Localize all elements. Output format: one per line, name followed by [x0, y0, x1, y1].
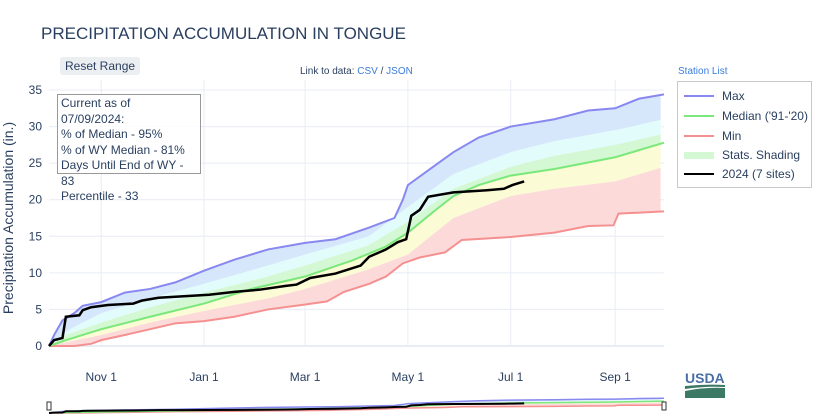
legend-swatch [684, 95, 714, 97]
legend-item-2024[interactable]: 2024 (7 sites) [678, 164, 795, 184]
link-prefix: Link to data: [300, 66, 358, 77]
y-tick-label: 35 [29, 83, 43, 97]
station-list-link[interactable]: Station List [678, 66, 728, 77]
chart-title: PRECIPITATION ACCUMULATION IN TONGUE [41, 24, 406, 43]
legend-item-shading[interactable]: Stats. Shading [678, 145, 800, 165]
legend-swatch [684, 135, 714, 137]
csv-link[interactable]: CSV [357, 66, 378, 77]
legend-label: Min [722, 129, 742, 143]
range-slider[interactable] [46, 397, 667, 414]
min-line [49, 210, 665, 347]
info-line: % of Median - 95% [61, 127, 163, 141]
x-tick-label: Mar 1 [290, 370, 321, 384]
range-slider-handle[interactable] [661, 401, 667, 411]
y-tick-label: 5 [35, 302, 42, 316]
legend-swatch [684, 173, 714, 175]
x-tick-label: Nov 1 [86, 370, 118, 384]
legend-swatch [684, 115, 714, 117]
info-line: Current as of 07/09/2024: [61, 96, 131, 126]
legend-swatch [684, 151, 714, 159]
max-line [48, 93, 665, 347]
x-tick-label: Sep 1 [599, 370, 631, 384]
shading-band-p30-min [49, 167, 661, 346]
legend-item-median[interactable]: Median ('91-'20) [678, 106, 808, 126]
json-link[interactable]: JSON [386, 66, 413, 77]
info-line: % of WY Median - 81% [61, 142, 185, 157]
shading-band-p90-p70 [49, 120, 661, 346]
info-line: Days Until End of WY - 83 [61, 158, 184, 188]
shading-band-p30-min [49, 402, 661, 413]
x-tick-label: May 1 [392, 370, 425, 384]
y-tick-label: 25 [29, 156, 43, 170]
usda-logo: USDA [685, 370, 725, 398]
data-links: Link to data: CSV / JSON [300, 66, 413, 77]
median-line [48, 141, 665, 347]
current-year-line [48, 402, 525, 414]
shading-band-median-p30 [49, 143, 661, 346]
shading-band-max-p90 [49, 94, 661, 346]
y-tick-label: 15 [29, 229, 43, 243]
current-year-line [48, 180, 525, 347]
link-separator: / [377, 66, 387, 77]
plot-area [48, 93, 665, 347]
shading-band-p70-median [49, 134, 661, 346]
y-axis-title: Precipitation Accumulation (in.) [0, 122, 16, 314]
y-tick-label: 10 [29, 266, 43, 280]
legend-label: 2024 (7 sites) [722, 167, 795, 181]
reset-range-button[interactable]: Reset Range [60, 57, 141, 75]
x-tick-label: Jan 1 [189, 370, 219, 384]
usda-logo-text: USDA [685, 370, 725, 386]
info-box: Current as of 07/09/2024: % of Median - … [57, 94, 201, 203]
info-line: Percentile - 33 [61, 189, 139, 203]
y-tick-label: 30 [29, 120, 43, 134]
legend-label: Stats. Shading [722, 148, 801, 162]
range-slider-handle[interactable] [46, 401, 52, 411]
legend: Max Median ('91-'20) Min Stats. Shading … [677, 81, 812, 188]
y-tick-label: 0 [35, 339, 42, 353]
x-tick-label: Jul 1 [498, 370, 524, 384]
y-tick-label: 20 [29, 193, 43, 207]
legend-item-max[interactable]: Max [678, 86, 745, 106]
legend-label: Max [722, 89, 745, 103]
legend-item-min[interactable]: Min [678, 126, 741, 146]
legend-label: Median ('91-'20) [722, 109, 808, 123]
